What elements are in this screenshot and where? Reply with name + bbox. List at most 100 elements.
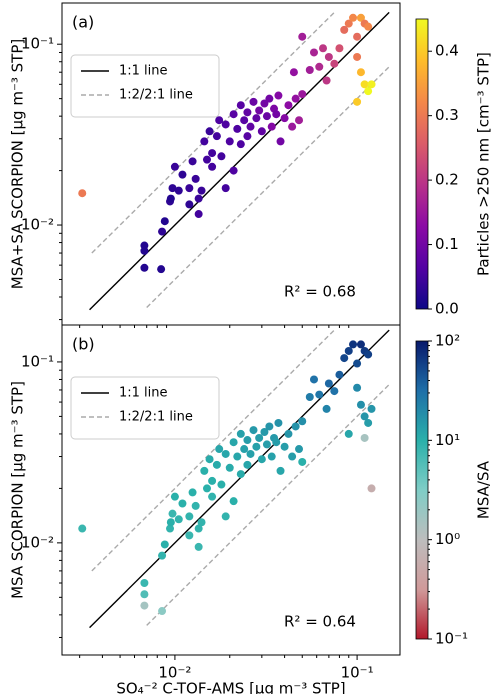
data-point [236,101,245,110]
data-point [166,518,175,527]
data-point [236,140,245,149]
data-point [194,524,203,533]
data-point [353,97,362,106]
legend-label: 1:1 line [119,64,168,79]
data-point [246,449,255,458]
data-point [305,66,314,75]
colorbar-tick-label: 0.4 [435,42,459,60]
data-point [364,87,373,96]
data-point [291,422,300,431]
data-point [158,551,167,560]
data-point [240,445,249,454]
data-point [265,94,274,103]
data-point [276,466,285,475]
data-point [221,449,230,458]
colorbar-label: MSA/SA [475,460,493,519]
data-point [194,194,203,203]
data-point [305,392,314,401]
data-point [240,116,249,125]
data-point [364,418,373,427]
data-point [229,497,238,506]
y-tick-label: 10⁻¹ [21,35,54,53]
colorbar [415,340,429,640]
x-tick-label: 10⁻¹ [341,664,374,682]
data-point [298,32,307,41]
colorbar-tick-label: 10⁻¹ [435,630,468,648]
reference-line [146,384,390,626]
data-point [265,422,274,431]
reference-line [146,66,390,308]
data-point [262,112,271,121]
data-point [309,48,318,57]
data-point [217,152,226,161]
data-point [298,457,307,466]
stat-label: R² = 0.64 [284,613,356,631]
data-point [309,375,318,384]
data-point [249,97,258,106]
data-point [344,429,353,438]
data-point [274,418,283,427]
data-point [291,94,300,103]
data-point [140,590,149,599]
data-point [319,44,328,53]
data-point [78,189,87,198]
data-point [185,200,194,209]
data-point [243,436,252,445]
data-point [262,440,271,449]
data-point [249,426,258,435]
data-point [212,132,221,141]
panel-label: (a) [72,13,94,32]
colorbar-tick-label: 10² [435,332,460,350]
data-point [212,460,221,469]
data-point [349,13,358,22]
data-point [229,438,238,447]
data-point [324,379,333,388]
data-point [330,387,339,396]
data-point [140,263,149,272]
reference-line [89,11,390,311]
data-point [367,80,376,89]
data-point [208,476,217,485]
y-tick-label: 10⁻² [21,533,54,551]
data-point [168,509,177,518]
data-point [160,540,169,549]
data-point [324,52,333,61]
data-point [225,463,234,472]
data-point [158,607,167,616]
colorbar [415,18,429,310]
legend-label: 1:1 line [119,386,168,401]
data-point [298,90,307,99]
data-point [360,412,369,421]
data-point [243,108,252,117]
plot-area [78,11,390,311]
legend-label: 1:2/2:1 line [119,88,193,103]
data-point [330,59,339,68]
colorbar-tick-label: 0.2 [435,171,459,189]
data-point [178,499,187,508]
data-point [158,227,167,236]
data-point [349,340,358,349]
data-point [229,166,238,175]
data-point [217,480,226,489]
data-point [188,488,197,497]
data-point [208,149,217,158]
data-point [200,466,209,475]
data-point [356,13,365,22]
data-point [166,194,175,203]
data-point [257,127,266,136]
data-point [267,122,276,131]
data-point [280,114,289,123]
data-point [215,116,224,125]
data-point [260,427,269,436]
colorbar-tick-label: 0.1 [435,235,459,253]
data-point [353,52,362,61]
data-point [236,429,245,438]
data-point [174,515,183,524]
data-point [335,44,344,53]
data-point [335,370,344,379]
y-tick-label: 10⁻¹ [21,352,54,370]
data-point [289,68,298,77]
data-point [295,116,304,125]
data-point [353,32,362,41]
data-point [243,132,252,141]
